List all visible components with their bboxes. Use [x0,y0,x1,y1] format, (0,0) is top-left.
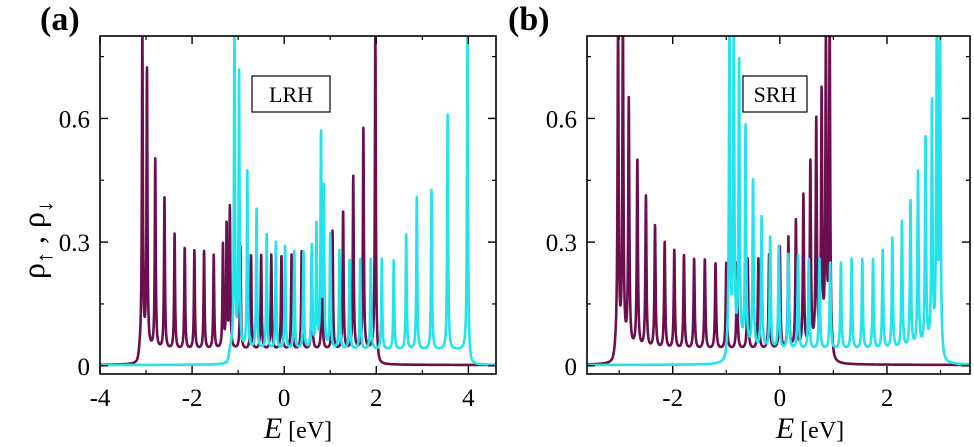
y-axis-label: ρ↑ , ρ↓ [15,201,57,279]
panel-b-ticks: -2 0 2 0 0.3 0.6 [546,36,970,412]
panel-a-xtick-label: -2 [182,385,203,412]
panel-b-annotation: SRH [754,82,797,107]
panel-b-series [587,36,970,367]
y-axis-label-rho-up: ρ [15,263,51,279]
panel-a-xtick-label: 4 [462,385,475,412]
panel-a-annotation: LRH [269,82,313,107]
panel-b-x-axis-label: E [eV] [775,412,844,445]
panel-a-x-axis-label: E [eV] [263,412,332,445]
panel-a-xunit: [eV] [288,418,332,444]
panel-a-ytick-label: 0.6 [59,106,90,133]
panel-b-series-spin-down [587,36,970,367]
panel-a-series-spin-down [100,36,496,367]
panel-a-ticks: -4 -2 0 2 4 0 0.3 0.6 [59,36,496,412]
panel-b-frame [586,35,971,375]
panel-a-xtick-label: -4 [90,385,111,412]
panel-a-frame [99,35,497,375]
panel-a-ytick-label: 0.3 [59,230,90,257]
panel-b-xlabel: E [775,412,794,445]
panel-a-xlabel: E [263,412,282,445]
panel-b-xtick-label: -2 [662,385,683,412]
panel-b-ytick-label: 0.3 [546,230,577,257]
panel-b-label: (b) [508,1,550,38]
panel-b-ytick-label: 0 [565,354,578,381]
panel-b-xtick-label: 2 [881,385,894,412]
panel-b: -2 0 2 0 0.3 0.6 (b) SRH E [eV] [508,1,971,445]
panel-b-ytick-label: 0.6 [546,106,577,133]
panel-b-annotation-box: SRH [742,75,808,113]
panel-a-xtick-label: 0 [278,385,291,412]
panel-b-xtick-label: 0 [774,385,787,412]
y-axis-label-rho-down: ρ [15,212,51,228]
svg-text:E[eV]: E [eV] [775,412,844,445]
y-axis-label-up-arrow: ↑ [32,252,57,263]
panel-b-xunit: [eV] [800,418,844,444]
y-axis-label-separator: , [15,228,51,252]
panel-a-ytick-label: 0 [78,354,91,381]
panel-a-xtick-label: 2 [370,385,383,412]
panel-a-series [100,36,496,367]
svg-text:E[eV]: E [eV] [263,412,332,445]
panel-a-annotation-box: LRH [251,75,331,113]
panel-a: -4 -2 0 2 4 0 0.3 0.6 (a) LRH E [eV] [40,1,497,445]
panel-a-label: (a) [40,1,80,38]
y-axis-label-down-arrow: ↓ [32,201,57,212]
